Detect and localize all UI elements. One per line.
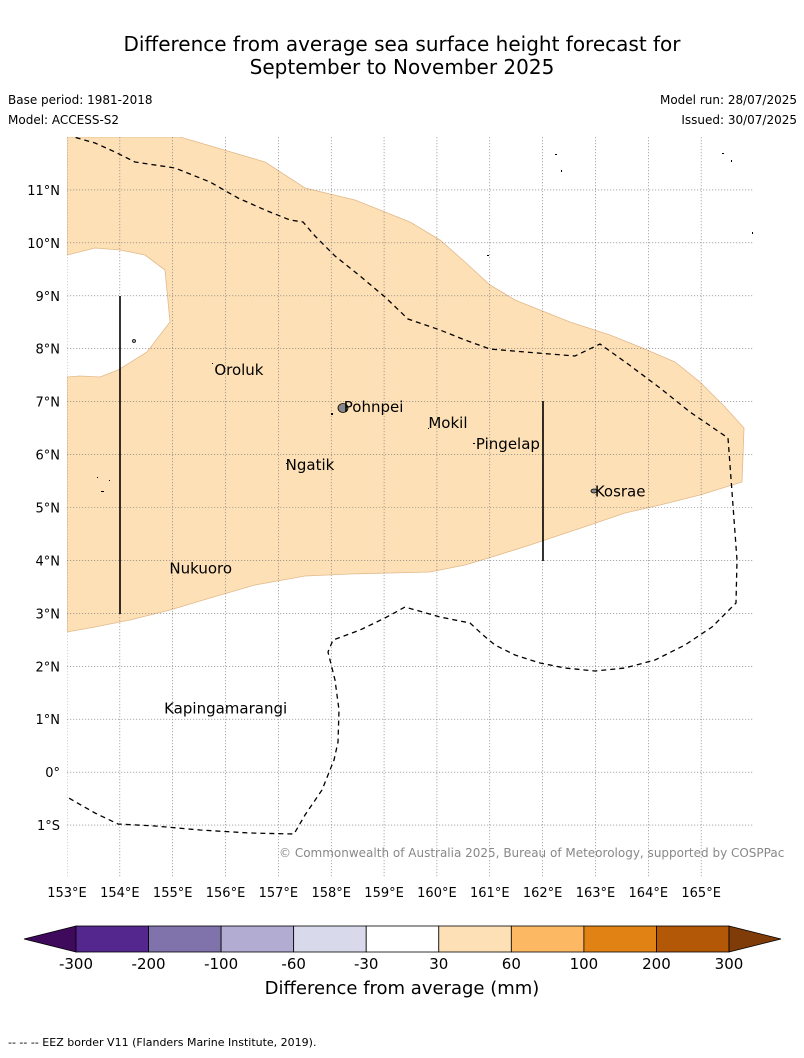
model-name: Model: ACCESS-S2: [8, 113, 120, 127]
place-label-kapingamarangi: Kapingamarangi: [164, 700, 287, 718]
colorbar-swatch: [220, 925, 295, 953]
issued-date: Issued: 30/07/2025: [681, 113, 797, 127]
place-label-nukuoro: Nukuoro: [169, 559, 232, 577]
model-run: Model run: 28/07/2025: [659, 93, 797, 107]
map: Oroluk Pohnpei Mokil Pingelap Ngatik Kosrae Nu…: [27, 137, 754, 901]
colorbar-swatch: [438, 925, 512, 953]
place-label-pingelap: Pingelap: [476, 435, 540, 453]
colorbar-tick-label: -300: [59, 955, 93, 973]
colorbar-tick-label: -60: [281, 955, 306, 973]
copyright-notice: © Commonwealth of Australia 2025, Bureau…: [279, 846, 785, 860]
colorbar-extend-high: [728, 925, 782, 953]
base-period: Base period: 1981-2018: [8, 93, 153, 107]
lon-label: 155°E: [153, 886, 193, 901]
place-label-kosrae: Kosrae: [595, 483, 646, 501]
lon-label: 160°E: [417, 886, 457, 901]
colorbar-swatch: [656, 925, 730, 953]
colorbar-tick-label: 200: [642, 955, 671, 973]
lat-label: 7°N: [36, 396, 61, 411]
lat-label: 3°N: [36, 607, 61, 622]
anomaly-region-30-60: [67, 137, 745, 633]
colorbar-tick-labels: -300 -200 -100 -60 -30 30 60 100 200 300: [59, 955, 743, 973]
lat-label: 8°N: [36, 343, 61, 358]
lon-label: 156°E: [206, 886, 246, 901]
island-markers: [132, 339, 598, 494]
lat-label: 5°N: [36, 502, 61, 517]
colorbar-swatch: [510, 925, 585, 953]
place-label-ngatik: Ngatik: [286, 456, 335, 474]
place-label-mokil: Mokil: [428, 414, 467, 432]
place-label-pohnpei: Pohnpei: [344, 398, 404, 416]
lat-label: 6°N: [36, 449, 61, 464]
lat-label: 11°N: [27, 184, 60, 199]
colorbar-swatch: [583, 925, 657, 953]
pohnpei-island: [337, 403, 349, 413]
colorbar-swatches: [23, 925, 782, 953]
colorbar-swatch: [293, 925, 367, 953]
kosrae-island: [590, 488, 598, 494]
lon-label: 164°E: [629, 886, 669, 901]
lon-label: 154°E: [100, 886, 140, 901]
eez-border-north: [67, 137, 738, 835]
colorbar-extend-low: [23, 925, 77, 953]
lon-label: 159°E: [364, 886, 404, 901]
lon-label: 153°E: [47, 886, 87, 901]
colorbar-tick-label: 100: [570, 955, 599, 973]
atoll-dots: [97, 153, 753, 707]
colorbar-tick-label: -30: [354, 955, 379, 973]
colorbar-tick-label: -200: [132, 955, 166, 973]
lat-label: 4°N: [36, 554, 61, 569]
chart-title-line2: September to November 2025: [249, 55, 555, 79]
latitude-labels: 11°N 10°N 9°N 8°N 7°N 6°N 5°N 4°N 3°N 2°N 1°N 0° 1°S: [27, 184, 60, 834]
chart-title-line1: Difference from average sea surface heig…: [123, 32, 681, 56]
colorbar-title: Difference from average (mm): [264, 978, 540, 999]
lat-label: 0°: [45, 766, 60, 781]
colorbar-swatch: [75, 925, 149, 953]
place-label-oroluk: Oroluk: [214, 361, 263, 379]
colorbar-tick-label: -100: [204, 955, 238, 973]
lon-label: 157°E: [259, 886, 299, 901]
colorbar-swatch: [365, 925, 440, 953]
lat-label: 1°S: [37, 819, 60, 834]
lat-label: 9°N: [36, 290, 61, 305]
lat-label: 2°N: [36, 660, 61, 675]
colorbar-tick-label: 30: [429, 955, 448, 973]
lon-label: 161°E: [470, 886, 510, 901]
lon-label: 162°E: [523, 886, 563, 901]
lon-label: 158°E: [311, 886, 351, 901]
lat-label: 1°N: [36, 713, 61, 728]
colorbar-tick-label: 60: [502, 955, 521, 973]
lon-label: 163°E: [576, 886, 616, 901]
colorbar-tick-label: 300: [715, 955, 744, 973]
gridlines: [67, 137, 754, 878]
lon-label: 165°E: [681, 886, 721, 901]
lat-label: 10°N: [27, 237, 60, 252]
place-labels: Oroluk Pohnpei Mokil Pingelap Ngatik Kosrae Nu…: [164, 361, 645, 718]
longitude-labels: 153°E 154°E 155°E 156°E 157°E 158°E 159°E 160°E…: [47, 886, 721, 901]
colorbar-swatch: [148, 925, 222, 953]
eez-footnote: -- -- -- EEZ border V11 (Flanders Marine…: [8, 1036, 317, 1049]
